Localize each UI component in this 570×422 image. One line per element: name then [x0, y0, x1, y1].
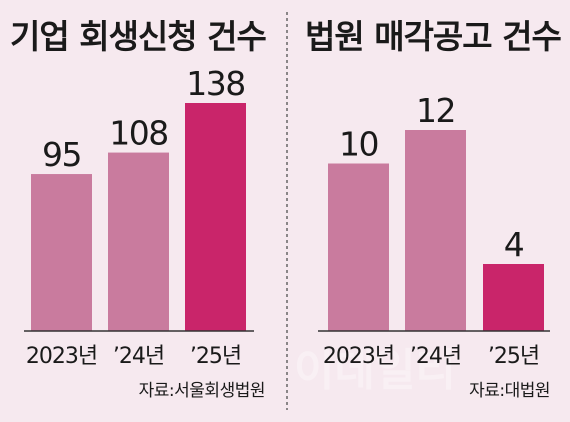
category-label-left-0: 2023년 [26, 344, 97, 369]
chart-left: 기업 회생신청 건수 95 2023년 108 ’24년 138 ’25년 자료:서울회생… [10, 17, 267, 401]
source-left: 자료:서울회생법원 [139, 381, 265, 401]
watermark: 이데일리 [294, 345, 456, 396]
category-label-left-2: ’25년 [190, 344, 241, 369]
value-label-right-2: 4 [504, 225, 524, 264]
bar-right-2 [483, 264, 544, 331]
chart-title-right: 법원 매각공고 건수 [305, 17, 561, 56]
bar-left-1 [108, 152, 169, 331]
value-label-left-2: 138 [186, 64, 245, 103]
value-label-right-0: 10 [339, 125, 378, 164]
chart-title-left: 기업 회생신청 건수 [10, 17, 266, 56]
category-label-left-1: ’24년 [113, 344, 164, 369]
bar-left-2 [185, 103, 246, 331]
value-label-right-1: 12 [416, 91, 455, 130]
chart-right: 법원 매각공고 건수 10 2023년 12 ’24년 4 ’25년 자료:대법원 [305, 17, 562, 401]
category-label-right-2: ’25년 [488, 344, 539, 369]
bars-right: 10 2023년 12 ’24년 4 ’25년 [323, 91, 544, 369]
bar-right-1 [405, 130, 466, 331]
category-label-right-0: 2023년 [323, 344, 394, 369]
category-label-right-1: ’24년 [410, 344, 461, 369]
value-label-left-0: 95 [42, 135, 81, 174]
value-label-left-1: 108 [109, 114, 168, 153]
bar-right-0 [328, 163, 389, 331]
bar-left-0 [31, 174, 92, 331]
source-right: 자료:대법원 [469, 381, 550, 401]
bars-left: 95 2023년 108 ’24년 138 ’25년 [26, 64, 246, 369]
